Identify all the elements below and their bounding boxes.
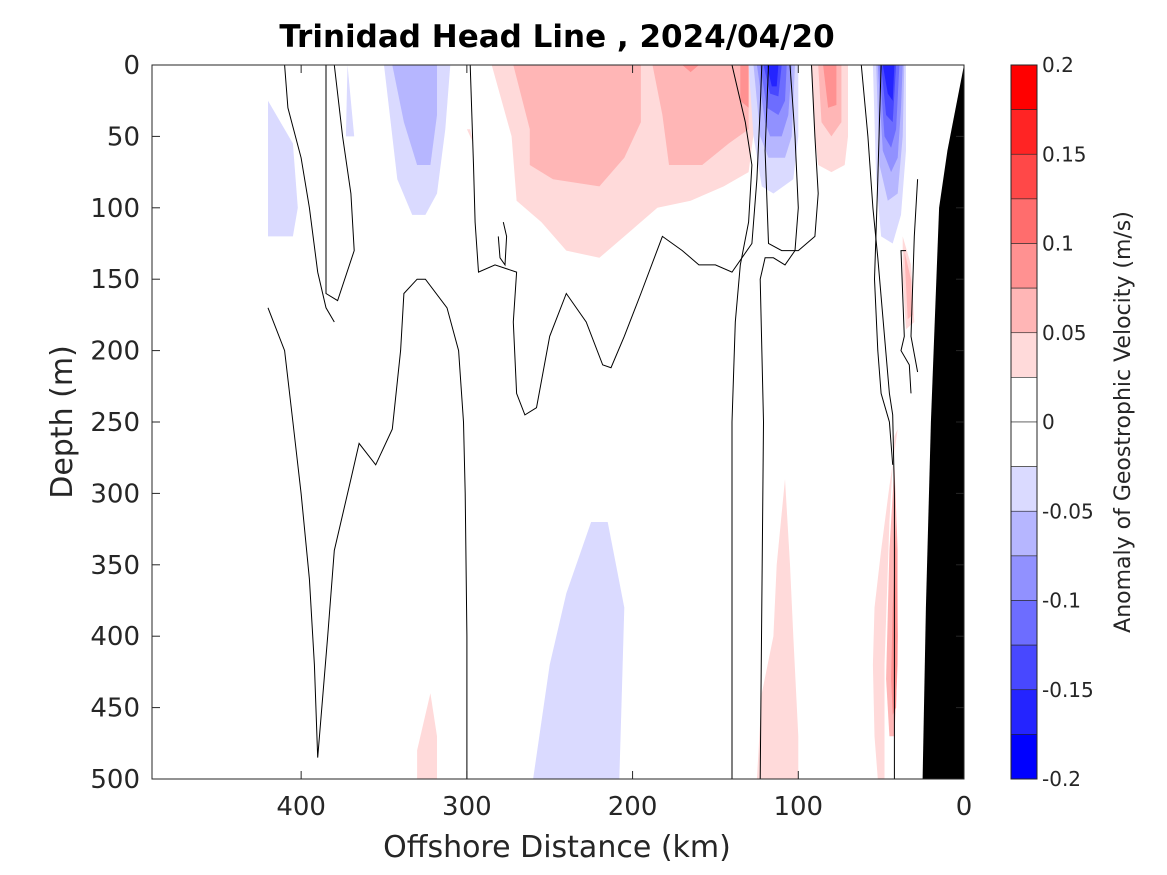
- colorbar-level-1: [1010, 109, 1038, 155]
- zero-contour-6: [759, 65, 799, 779]
- colorbar-tick-label: -0.1: [1042, 589, 1081, 613]
- zero-contour-4: [497, 221, 508, 267]
- y-tick-label: 150: [90, 265, 140, 295]
- seafloor-bathymetry: [922, 65, 964, 779]
- velocity-region-18: [823, 65, 837, 108]
- zero-contour-10: [900, 250, 912, 394]
- zero-contour-9: [873, 65, 894, 465]
- colorbar-level-10: [1010, 510, 1038, 557]
- velocity-region-24: [882, 65, 895, 101]
- velocity-region-8: [682, 65, 699, 73]
- y-tick-label: 200: [90, 337, 140, 367]
- y-tick-label: 100: [90, 194, 140, 224]
- x-axis-label: Offshore Distance (km): [383, 830, 731, 865]
- x-tick-label: 100: [773, 792, 823, 822]
- velocity-region-15: [766, 65, 779, 87]
- colorbar-label: Anomaly of Geostrophic Velocity (m/s): [1111, 211, 1136, 633]
- velocity-region-3: [392, 65, 437, 165]
- colorbar-level-14: [1010, 689, 1038, 735]
- velocity-region-31: [417, 693, 437, 779]
- colorbar-tick-label: -0.15: [1042, 678, 1094, 702]
- y-axis-ticks: 0 50 100 150 200 250 300 350 400 450 500: [90, 51, 964, 795]
- velocity-region-7: [652, 65, 749, 165]
- colorbar-tick-label: 0.1: [1042, 232, 1074, 256]
- velocity-region-26: [904, 250, 913, 320]
- zero-contour-lines: [267, 65, 919, 779]
- zero-contour-8: [860, 65, 895, 779]
- velocity-region-1: [345, 65, 355, 137]
- colorbar-tick-label: 0: [1042, 410, 1055, 434]
- y-axis-label: Depth (m): [45, 345, 80, 499]
- colorbar-tick-label: -0.05: [1042, 499, 1094, 523]
- colorbar: [1010, 64, 1038, 780]
- colorbar-level-13: [1010, 644, 1038, 691]
- x-tick-label: 200: [608, 792, 658, 822]
- velocity-region-32: [533, 522, 625, 779]
- colorbar-level-0: [1010, 64, 1038, 110]
- colorbar-level-2: [1010, 153, 1038, 200]
- colorbar-level-12: [1010, 600, 1038, 646]
- zero-contour-1: [325, 65, 355, 302]
- colorbar-tick-label: 0.2: [1042, 53, 1074, 77]
- colorbar-tick-label: 0.15: [1042, 142, 1087, 166]
- x-axis-ticks: 400 300 200 100 0: [276, 65, 972, 822]
- x-tick-label: 300: [442, 792, 492, 822]
- chart-title: Trinidad Head Line , 2024/04/20: [279, 19, 834, 55]
- colorbar-ticks: 0.2 0.15 0.1 0.05 0 -0.05 -0.1 -0.15 -0.2: [1042, 53, 1094, 791]
- velocity-region-27: [872, 429, 898, 779]
- colorbar-level-8: [1010, 421, 1038, 467]
- y-tick-label: 400: [90, 622, 140, 652]
- y-tick-label: 450: [90, 694, 140, 724]
- velocity-region-0: [268, 100, 298, 237]
- colorbar-level-5: [1010, 287, 1038, 334]
- y-tick-label: 350: [90, 551, 140, 581]
- colorbar-level-15: [1010, 734, 1038, 780]
- colorbar-level-11: [1010, 555, 1038, 601]
- colorbar-level-6: [1010, 332, 1038, 378]
- velocity-region-4: [466, 129, 474, 144]
- y-tick-label: 50: [107, 122, 140, 152]
- colorbar-level-9: [1010, 466, 1038, 512]
- colorbar-frame: [1010, 64, 1038, 780]
- y-tick-label: 0: [123, 51, 140, 81]
- zero-contour-7: [764, 65, 819, 252]
- zero-contour-11: [910, 179, 919, 373]
- y-tick-label: 300: [90, 479, 140, 509]
- zero-contour-0: [284, 65, 335, 323]
- velocity-region-6: [513, 65, 641, 187]
- colorbar-level-3: [1010, 198, 1038, 244]
- velocity-region-30: [756, 479, 799, 779]
- colorbar-tick-label: 0.05: [1042, 321, 1087, 345]
- zero-contour-3: [469, 65, 763, 416]
- x-tick-label: 0: [956, 792, 973, 822]
- zero-contour-5: [731, 65, 753, 779]
- seafloor-polygon: [922, 65, 964, 779]
- colorbar-level-4: [1010, 243, 1038, 289]
- velocity-region-9: [740, 65, 749, 108]
- x-tick-label: 400: [276, 792, 326, 822]
- colorbar-tick-label: -0.2: [1042, 767, 1081, 791]
- y-tick-label: 500: [90, 765, 140, 795]
- zero-contour-2: [267, 278, 468, 779]
- colorbar-level-7: [1010, 377, 1038, 423]
- y-tick-label: 250: [90, 408, 140, 438]
